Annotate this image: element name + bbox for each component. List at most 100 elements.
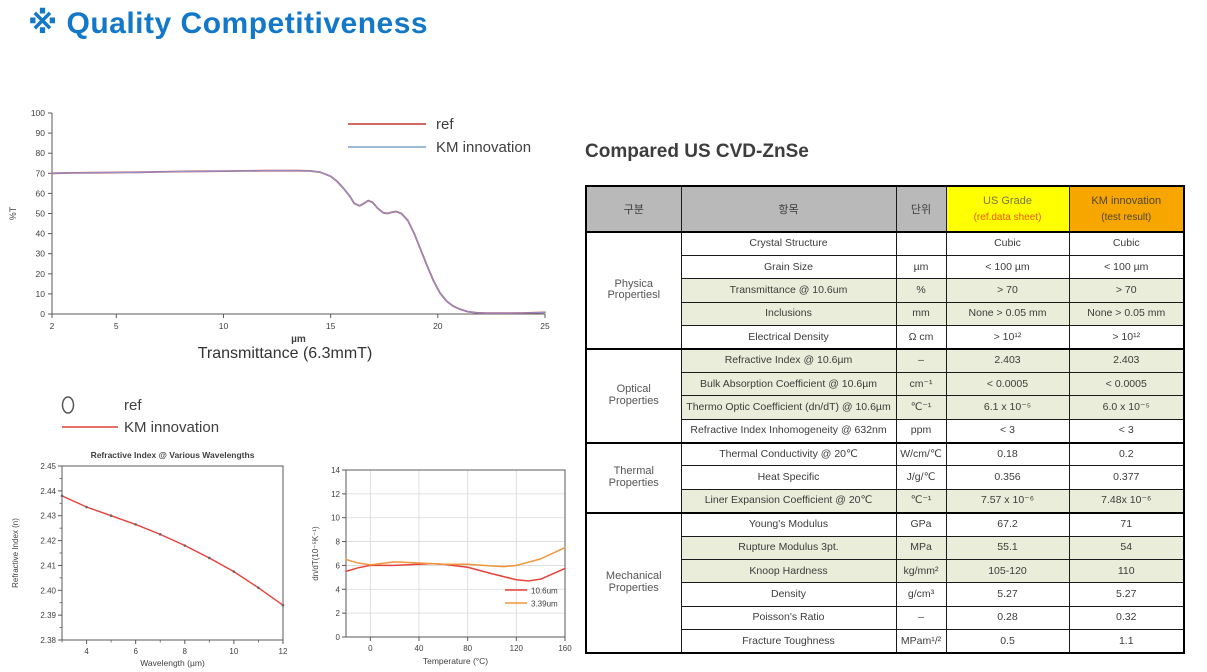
- km-value-cell: 1.1: [1068, 629, 1185, 654]
- svg-text:2.38: 2.38: [40, 636, 56, 645]
- km-value-cell: 6.0 x 10⁻⁵: [1068, 395, 1185, 420]
- legend-label: KM innovation: [124, 418, 220, 436]
- unit-cell: J/g/℃: [895, 465, 947, 490]
- us-value-cell: < 3: [945, 418, 1070, 444]
- km-value-cell: 0.2: [1068, 441, 1185, 467]
- svg-text:10: 10: [219, 321, 229, 331]
- svg-text:10: 10: [331, 514, 340, 523]
- col-header-category: 구분: [585, 185, 682, 233]
- us-value-cell: Cubic: [945, 230, 1070, 256]
- km-value-cell: None > 0.05 mm: [1068, 301, 1185, 327]
- svg-text:25: 25: [540, 321, 550, 331]
- svg-text:2.40: 2.40: [40, 586, 56, 595]
- us-value-cell: 67.2: [945, 511, 1070, 537]
- svg-text:160: 160: [558, 644, 572, 653]
- table-row: Transmittance @ 10.6um% > 70 > 70: [586, 278, 1185, 303]
- svg-text:8: 8: [183, 647, 188, 656]
- km-value-cell: 0.32: [1068, 605, 1185, 631]
- km-value-cell: 5.27: [1068, 582, 1185, 607]
- km-value-cell: 2.403: [1068, 347, 1185, 373]
- us-value-cell: 6.1 x 10⁻⁵: [945, 395, 1070, 420]
- item-cell: Refractive Index @ 10.6µm: [680, 347, 897, 373]
- us-value-cell: 0.356: [945, 465, 1070, 490]
- svg-text:10: 10: [229, 647, 238, 656]
- us-value-cell: None > 0.05 mm: [945, 301, 1070, 327]
- svg-text:20: 20: [36, 269, 46, 279]
- legend-label: ref: [124, 396, 142, 414]
- km-value-cell: 110: [1068, 558, 1185, 584]
- svg-text:5: 5: [114, 321, 119, 331]
- col-header-km-innovation: KM innovation (test result): [1068, 185, 1185, 233]
- col-header-unit: 단위: [895, 185, 947, 233]
- item-cell: Grain Size: [680, 254, 897, 280]
- table-header-row: 구분 항목 단위 US Grade (ref.data sheet) KM in…: [585, 185, 1185, 233]
- table-row: Bulk Absorption Coefficient @ 10.6µm cm⁻¹…: [586, 371, 1185, 397]
- us-grade-sublabel: (ref.data sheet): [973, 212, 1042, 223]
- unit-cell: g/cm³: [895, 582, 947, 607]
- us-value-cell: > 70: [945, 278, 1070, 303]
- col-header-item: 항목: [680, 185, 897, 233]
- spec-table: 구분 항목 단위 US Grade (ref.data sheet) KM in…: [585, 185, 1185, 655]
- svg-text:4: 4: [336, 585, 341, 594]
- svg-text:0: 0: [336, 633, 341, 642]
- us-value-cell: > 10¹²: [945, 325, 1070, 350]
- category-cell: Thermal Properties: [585, 441, 682, 514]
- unit-cell: cm⁻¹: [895, 371, 947, 397]
- dndt-temperature-chart: 0 2 4 6 8 10 12 14 0 40 80 120 160 Temperature (°C) dn…: [311, 466, 572, 666]
- svg-text:10: 10: [36, 289, 46, 299]
- us-value-cell: 2.403: [945, 347, 1070, 373]
- table-row: Mechanical Properties Young's Modulus GPa 6…: [585, 511, 1185, 654]
- item-cell: Poisson's Ratio: [680, 605, 897, 631]
- svg-text:12: 12: [331, 490, 340, 499]
- item-cell: Young's Modulus: [680, 511, 897, 537]
- us-value-cell: 7.57 x 10⁻⁶: [945, 488, 1070, 514]
- unit-cell: MPa: [895, 535, 947, 560]
- unit-cell: ppm: [895, 418, 947, 444]
- svg-text:50: 50: [36, 209, 46, 219]
- item-cell: Thermo Optic Coefficient (dn/dT) @ 10.6µ…: [680, 395, 897, 420]
- table-row: Optical Properties Refractive Index @ 10.…: [585, 347, 1185, 444]
- item-cell: Inclusions: [680, 301, 897, 327]
- km-value-cell: < 3: [1068, 418, 1185, 444]
- table-row: Thermal Properties Thermal Conductivity @…: [585, 441, 1185, 514]
- svg-text:2: 2: [336, 609, 341, 618]
- refractive-index-chart: Refractive Index @ Various Wavelengths 2.…: [11, 450, 288, 668]
- svg-text:15: 15: [326, 321, 336, 331]
- svg-text:2.42: 2.42: [40, 537, 56, 546]
- svg-text:ref: ref: [436, 116, 454, 133]
- item-cell: Electrical Density: [680, 325, 897, 350]
- item-cell: Crystal Structure: [680, 230, 897, 256]
- svg-text:2.44: 2.44: [40, 487, 56, 496]
- svg-text:µm: µm: [291, 334, 306, 345]
- item-cell: Knoop Hardness: [680, 558, 897, 584]
- svg-text:40: 40: [36, 229, 46, 239]
- unit-cell: MPam¹/²: [895, 629, 947, 654]
- us-value-cell: < 0.0005: [945, 371, 1070, 397]
- table-row: Grain Size µm < 100 µm < 100 µm: [586, 254, 1185, 280]
- unit-cell: µm: [895, 254, 947, 280]
- svg-text:KM innovation: KM innovation: [436, 139, 531, 156]
- unit-cell: Ω cm: [895, 325, 947, 350]
- refractive-chart-legend: ref KM innovation: [46, 394, 219, 438]
- svg-text:%T: %T: [8, 206, 18, 220]
- transmittance-caption: Transmittance (6.3mmT): [197, 345, 373, 362]
- category-cell: Optical Properties: [585, 347, 682, 444]
- item-cell: Bulk Absorption Coefficient @ 10.6µm: [680, 371, 897, 397]
- red-line-icon: [46, 424, 124, 430]
- us-value-cell: 0.18: [945, 441, 1070, 467]
- svg-text:60: 60: [36, 188, 46, 198]
- us-value-cell: 5.27: [945, 582, 1070, 607]
- us-grade-label: US Grade: [983, 195, 1032, 207]
- table-row: Fracture Toughness MPam¹/² 0.5 1.1: [586, 629, 1185, 654]
- unit-cell: ℃⁻¹: [895, 488, 947, 514]
- km-value-cell: < 0.0005: [1068, 371, 1185, 397]
- circle-marker-icon: [46, 395, 124, 415]
- svg-text:2.43: 2.43: [40, 512, 56, 521]
- svg-text:2: 2: [50, 321, 55, 331]
- km-value-cell: Cubic: [1068, 230, 1185, 256]
- table-row: Inclusions mm None > 0.05 mm None > 0.05 mm: [586, 301, 1185, 327]
- svg-text:dn/dT(10⁻⁵K⁻¹): dn/dT(10⁻⁵K⁻¹): [311, 526, 320, 581]
- table-row: Liner Expansion Coefficient @ 20℃ ℃⁻¹ 7.57…: [586, 488, 1185, 514]
- table-row: Electrical Density Ω cm > 10¹² > 10¹²: [586, 325, 1185, 350]
